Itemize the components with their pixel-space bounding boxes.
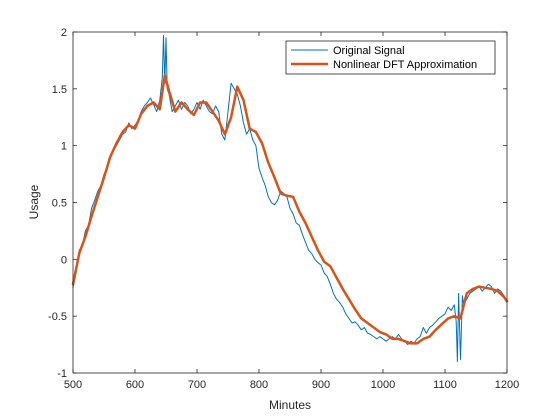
x-tick-label: 800 xyxy=(250,379,268,391)
x-axis-ticks: 500 600 700 800 900 1000 1100 1200 xyxy=(64,32,519,391)
y-tick-label: 0.5 xyxy=(52,198,67,210)
series-line-nonlinear-dft-approximation xyxy=(71,73,509,345)
y-tick-label: 2 xyxy=(61,27,67,39)
y-tick-label: 0 xyxy=(61,254,67,266)
y-tick-label: 1.5 xyxy=(52,84,67,96)
legend-entry-nonlinear-dft-approximation: Nonlinear DFT Approximation xyxy=(333,59,477,71)
x-axis-label: Minutes xyxy=(269,398,311,412)
x-tick-label: 900 xyxy=(312,379,330,391)
plot-area xyxy=(73,32,507,373)
series-layer xyxy=(71,34,509,363)
legend-entry-original-signal: Original Signal xyxy=(333,45,405,57)
y-tick-label: 1 xyxy=(61,141,67,153)
plot-frame xyxy=(72,31,508,374)
y-tick-label: -1 xyxy=(57,368,67,380)
legend-box xyxy=(285,40,496,75)
x-tick-label: 1000 xyxy=(371,379,395,391)
legend: Original Signal Nonlinear DFT Approximat… xyxy=(285,40,496,75)
x-tick-label: 1200 xyxy=(495,379,519,391)
y-axis-ticks: -1 -0.5 0 0.5 1 1.5 2 xyxy=(48,27,507,380)
x-tick-label: 600 xyxy=(126,379,144,391)
y-axis-label: Usage xyxy=(27,184,41,219)
x-tick-label: 500 xyxy=(64,379,82,391)
x-tick-label: 700 xyxy=(188,379,206,391)
y-tick-label: -0.5 xyxy=(48,311,67,323)
series-line-original-signal xyxy=(72,34,508,363)
x-tick-label: 1100 xyxy=(433,379,457,391)
